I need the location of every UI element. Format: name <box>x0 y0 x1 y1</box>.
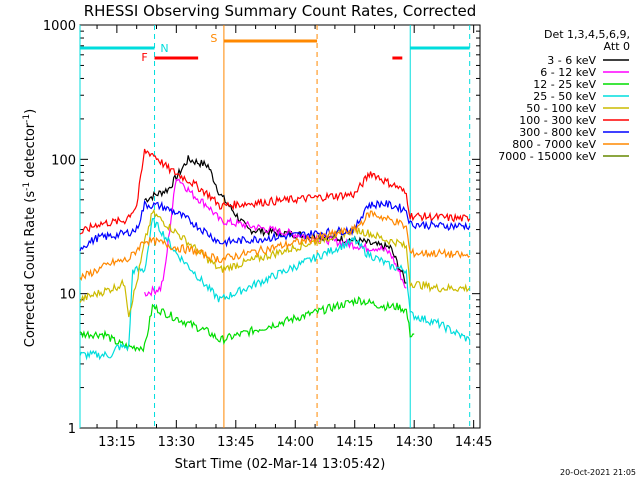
timestamp: 20-Oct-2021 21:05 <box>560 468 636 477</box>
x-tick-label: 14:15 <box>336 435 373 450</box>
x-tick-label: 13:15 <box>98 435 135 450</box>
y-tick-label: 10 <box>59 288 76 303</box>
flag-label-S: S <box>210 32 217 45</box>
y-tick-label: 100 <box>51 153 76 168</box>
legend-label-1: 6 - 12 keV <box>540 66 596 79</box>
x-tick-label: 13:45 <box>217 435 254 450</box>
series-line-5 <box>79 148 471 235</box>
y-axis-label: Corrected Count Rate (s-1 detector-1) <box>22 109 38 347</box>
legend-label-0: 3 - 6 keV <box>547 54 596 67</box>
legend-label-5: 100 - 300 keV <box>519 114 596 127</box>
legend-label-4: 50 - 100 keV <box>526 102 596 115</box>
y-tick-label: 1000 <box>43 19 76 34</box>
legend-label-6: 300 - 800 keV <box>519 126 596 139</box>
series-line-0 <box>144 155 407 284</box>
legend-header-detectors: Det 1,3,4,5,6,9, <box>544 28 630 41</box>
y-axis-label-mid: detector <box>23 122 38 182</box>
x-tick-label: 14:00 <box>277 435 314 450</box>
plot-area: 1 10 100 1000 13:15 13:30 13:45 14:00 14:15 14:30… <box>43 19 492 450</box>
y-tick-label: 1 <box>68 422 76 437</box>
y-axis-label-end: ) <box>23 109 38 114</box>
x-tick-label: 14:45 <box>455 435 492 450</box>
legend-label-8: 7000 - 15000 keV <box>498 150 596 163</box>
flag-label-N: N <box>160 42 168 55</box>
chart-title: RHESSI Observing Summary Count Rates, Co… <box>84 2 477 20</box>
x-tick-label: 14:30 <box>395 435 432 450</box>
y-axis-label-main: Corrected Count Rate (s <box>23 191 38 348</box>
series-line-7 <box>79 210 471 282</box>
y-axis-label-sup2: -1 <box>22 114 32 123</box>
legend-label-2: 12 - 25 keV <box>533 78 596 91</box>
legend-label-7: 800 - 7000 keV <box>512 138 596 151</box>
x-tick-label: 13:30 <box>158 435 195 450</box>
series-line-4 <box>79 208 471 318</box>
x-axis-label: Start Time (02-Mar-14 13:05:42) <box>175 457 386 472</box>
y-axis-label-sup1: -1 <box>22 182 32 191</box>
series-line-2 <box>79 296 415 353</box>
flag-label-F: F <box>141 51 147 64</box>
legend-label-3: 25 - 50 keV <box>533 90 596 103</box>
series-line-3 <box>79 217 471 361</box>
series-line-6 <box>79 199 471 252</box>
legend-header-attenuator: Att 0 <box>604 40 630 53</box>
